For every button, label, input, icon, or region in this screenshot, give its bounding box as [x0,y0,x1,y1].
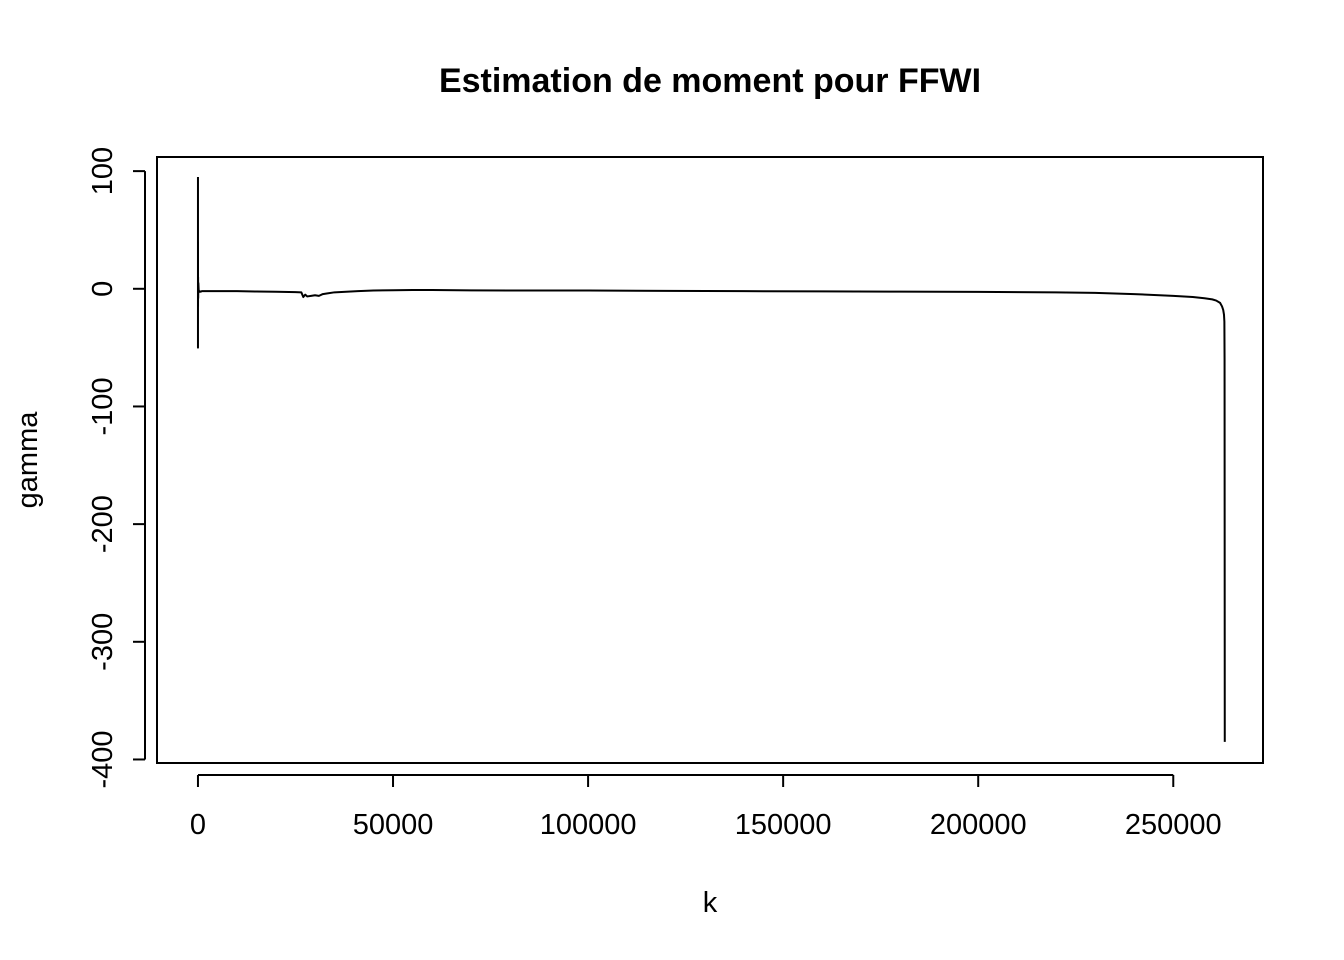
x-tick-label: 50000 [353,809,434,841]
gamma-series-line [196,177,1226,742]
x-tick-label: 150000 [735,809,832,841]
y-tick-label: -100 [87,377,119,435]
y-tick-label: 100 [87,147,119,195]
y-tick-label: 0 [87,281,119,297]
x-axis: 0 50000 100000 150000 200000 250000 [190,774,1222,841]
x-tick-label: 100000 [540,809,637,841]
y-axis: 100 0 -100 -200 -300 -400 [87,147,146,788]
plot-frame [156,156,1264,764]
chart-title: Estimation de moment pour FFWI [439,62,981,100]
x-axis-label: k [703,887,718,919]
x-tick-label: 0 [190,809,206,841]
y-tick-label: -200 [87,495,119,553]
y-tick-label: -300 [87,613,119,671]
x-tick-label: 250000 [1125,809,1222,841]
y-tick-label: -400 [87,730,119,788]
x-tick-label: 200000 [930,809,1027,841]
y-axis-label: gamma [12,411,44,509]
